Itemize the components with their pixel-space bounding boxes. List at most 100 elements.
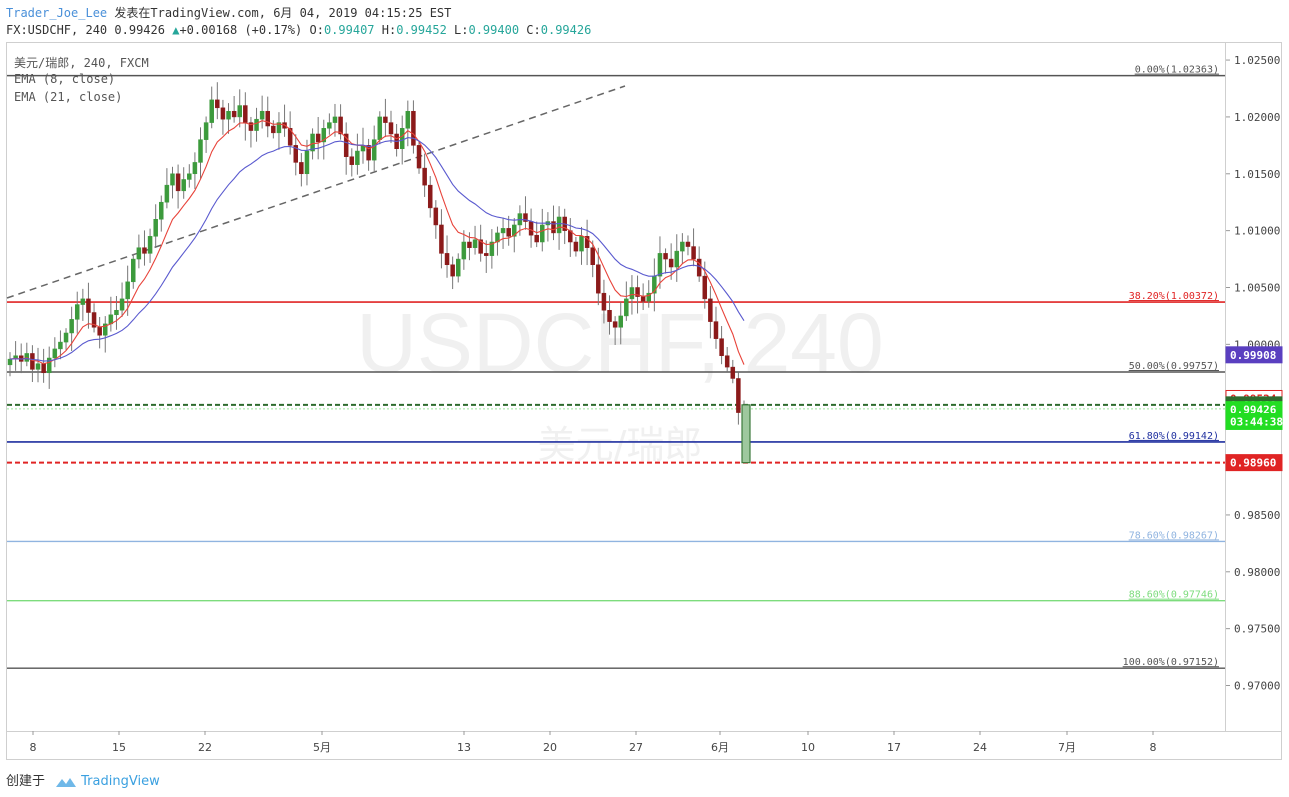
candle-body xyxy=(58,341,63,350)
candle-body xyxy=(540,224,545,243)
candle-body xyxy=(52,348,58,359)
candle-body xyxy=(159,201,164,220)
low-label: L: xyxy=(454,23,469,37)
ema-slow-line xyxy=(9,137,745,362)
candle-body xyxy=(629,287,635,300)
time-tick-label: 15 xyxy=(112,741,126,754)
time-tick-label: 7月 xyxy=(1058,741,1076,754)
candle-body xyxy=(719,338,724,356)
close-label: C: xyxy=(526,23,541,37)
candle-body xyxy=(573,241,579,252)
candle-body xyxy=(131,258,136,283)
candle-body xyxy=(243,105,248,123)
time-tick-label: 24 xyxy=(973,741,987,754)
price-label-bg-0 xyxy=(1225,346,1283,364)
candle-body xyxy=(556,216,562,234)
candle-body xyxy=(304,150,310,175)
candle-body xyxy=(248,122,254,131)
published-text: 发表在TradingView.com, 6月 04, 2019 04:15:25… xyxy=(114,6,452,20)
symbol-text: FX:USDCHF, 240 xyxy=(6,23,108,37)
price-tick-label: 0.98500 xyxy=(1234,509,1280,522)
candle-body xyxy=(119,298,125,311)
watermark-name: 美元/瑞郎 xyxy=(538,423,703,467)
candle-body xyxy=(635,287,640,297)
price-axis[interactable] xyxy=(1226,42,1282,732)
candle-body xyxy=(287,128,293,146)
candle-body xyxy=(35,363,41,370)
close-value: 0.99426 xyxy=(540,23,592,37)
price-label-0: 0.99908 xyxy=(1230,349,1276,362)
candle-body xyxy=(584,236,590,248)
legend-ema-slow[interactable]: EMA (21, close) xyxy=(14,90,123,104)
candle-body xyxy=(433,207,439,226)
time-axis[interactable] xyxy=(6,732,1282,760)
candle-body xyxy=(209,99,214,123)
candle-body xyxy=(327,122,332,129)
candle-body xyxy=(366,145,371,161)
candle-body xyxy=(181,179,186,192)
candle-body xyxy=(69,319,74,334)
candle-body xyxy=(142,247,147,254)
price-tick-label: 0.98000 xyxy=(1234,566,1280,579)
price-tick-label: 1.01500 xyxy=(1234,168,1280,181)
trendline xyxy=(6,85,626,299)
candle-body xyxy=(500,228,506,234)
time-tick-label: 8 xyxy=(30,741,37,754)
candle-body xyxy=(427,184,433,209)
candle-body xyxy=(663,253,668,260)
candle-body xyxy=(170,173,175,186)
legend-ema-fast[interactable]: EMA (8, close) xyxy=(14,72,116,86)
candle-body xyxy=(91,312,97,328)
candle-body xyxy=(489,241,495,256)
candle-body xyxy=(310,133,315,152)
candle-body xyxy=(512,224,517,237)
candle-body xyxy=(484,253,489,256)
candle-body xyxy=(657,253,663,277)
time-tick-label: 10 xyxy=(801,741,815,754)
candle-body xyxy=(713,321,719,339)
footer: 创建于 TradingView xyxy=(6,770,160,789)
candle-body xyxy=(203,122,209,140)
price-tick-label: 0.97000 xyxy=(1234,680,1280,693)
price-label-4: 03:44:38 xyxy=(1230,415,1283,428)
price-tick-label: 0.97500 xyxy=(1234,623,1280,636)
header-line-1: Trader_Joe_Lee 发表在TradingView.com, 6月 04… xyxy=(6,4,451,21)
candle-body xyxy=(164,184,170,203)
price-label-5: 0.98960 xyxy=(1230,457,1276,470)
candle-body xyxy=(724,355,730,368)
candle-body xyxy=(523,213,528,222)
candle-body xyxy=(237,105,242,118)
candle-body xyxy=(439,224,444,254)
candle-body xyxy=(125,281,130,300)
candle-body xyxy=(450,264,455,277)
candle-body xyxy=(271,125,276,134)
fib-label-1: 38.20%(1.00372) xyxy=(1129,291,1219,302)
candle-body xyxy=(607,309,612,322)
candle-body xyxy=(388,122,394,135)
fib-label-5: 88.60%(0.97746) xyxy=(1129,590,1219,601)
chart-pane[interactable] xyxy=(6,42,1226,732)
candle-body xyxy=(596,264,601,294)
candle-body xyxy=(736,378,741,413)
candle-body xyxy=(685,241,691,247)
author-link[interactable]: Trader_Joe_Lee xyxy=(6,6,108,20)
candle-body xyxy=(668,258,674,268)
time-tick-label: 8 xyxy=(1150,741,1157,754)
candle-body xyxy=(30,353,35,370)
candle-body xyxy=(646,292,651,302)
candle-body xyxy=(215,99,220,109)
fib-label-2: 50.00%(0.99757) xyxy=(1129,361,1219,372)
candle-body xyxy=(551,221,556,234)
up-arrow-icon: ▲ xyxy=(172,23,180,37)
candle-body xyxy=(708,298,713,322)
header-line-2: FX:USDCHF, 240 0.99426 ▲+0.00168 (+0.17%… xyxy=(6,23,591,37)
time-tick-label: 20 xyxy=(543,741,557,754)
candle-body xyxy=(103,323,108,336)
candle-body xyxy=(315,133,321,143)
open-label: O: xyxy=(309,23,324,37)
candle-body xyxy=(467,241,472,248)
brand-text[interactable]: TradingView xyxy=(81,774,160,789)
current-candle xyxy=(741,404,751,464)
candle-body xyxy=(506,228,511,237)
candle-body xyxy=(114,309,119,316)
